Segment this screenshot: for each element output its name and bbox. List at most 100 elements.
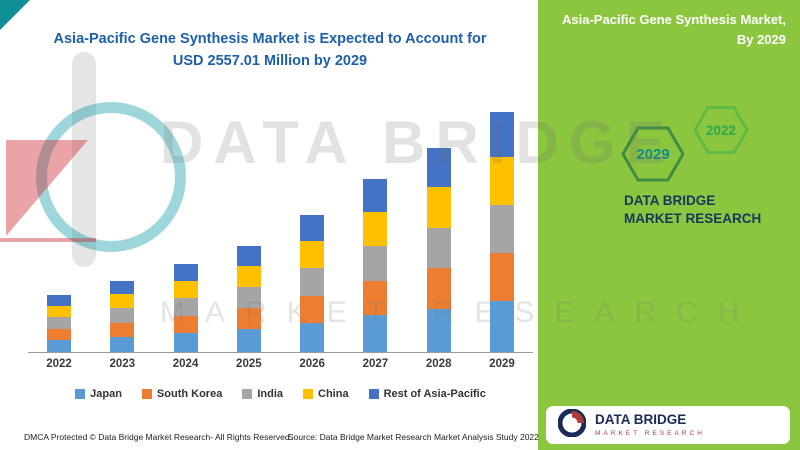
legend-swatch [368, 389, 379, 399]
bar-segment-south-korea [300, 295, 325, 323]
x-axis-label-2024: 2024 [172, 358, 199, 370]
bar-segment-rest-of-asia-pacific [47, 294, 71, 306]
stacked-bar-2028 [426, 148, 451, 352]
bar-segment-japan [426, 308, 451, 352]
x-axis-label-2027: 2027 [362, 358, 389, 370]
bar-segment-rest-of-asia-pacific [363, 179, 388, 213]
bar-segment-south-korea [173, 315, 198, 334]
source-text: Source: Data Bridge Market Research Mark… [288, 432, 539, 442]
x-axis-label-2028: 2028 [425, 358, 452, 370]
hexagon-badges: 2029 2022 [596, 92, 766, 202]
stacked-bar-2023 [110, 280, 135, 352]
hexagon-2029-shape [621, 126, 685, 182]
stacked-bar-2024 [173, 263, 198, 352]
bar-segment-south-korea [110, 322, 135, 337]
bar-segment-india [110, 308, 135, 323]
bar-segment-japan [173, 333, 198, 352]
stacked-bar-2029 [489, 112, 514, 352]
legend-label: China [318, 388, 349, 400]
right-panel-title-line1: Asia-Pacific Gene Synthesis Market, [562, 12, 786, 27]
bar-segment-japan [110, 336, 135, 352]
legend-item-india: India [242, 388, 283, 400]
chart-title-line2: USD 2557.01 Million by 2029 [172, 53, 368, 70]
bar-column-2026 [281, 100, 343, 352]
chart-title-line1: Asia-Pacific Gene Synthesis Market is Ex… [53, 31, 487, 47]
bar-segment-china [236, 265, 261, 287]
legend-swatch [141, 389, 152, 399]
stacked-bar-2026 [300, 214, 325, 352]
bar-segment-china [173, 280, 198, 299]
brand-text: DATA BRIDGE MARKET RESEARCH [624, 193, 762, 227]
dmca-text: DMCA Protected © Data Bridge Market Rese… [24, 432, 292, 442]
bar-column-2022 [28, 100, 90, 352]
legend-item-china: China [303, 388, 349, 400]
legend-label: Rest of Asia-Pacific [383, 388, 486, 400]
bar-segment-rest-of-asia-pacific [173, 263, 198, 281]
bar-segment-south-korea [363, 281, 388, 316]
bar-segment-india [47, 316, 71, 329]
stacked-bar-2025 [236, 245, 261, 352]
bar-segment-india [236, 286, 261, 309]
hexagon-2022-label: 2022 [706, 123, 736, 138]
legend-swatch [75, 389, 86, 399]
legend: Japan South Korea India China Rest of Asia-P… [28, 388, 533, 400]
bar-segment-japan [363, 315, 388, 352]
bar-segment-rest-of-asia-pacific [236, 245, 261, 266]
x-axis-label-2025: 2025 [236, 358, 262, 370]
data-bridge-logo-icon [557, 408, 587, 442]
x-axis-labels: 2022 2023 2024 2025 2026 2027 2028 2029 [28, 358, 533, 370]
right-panel: Asia-Pacific Gene Synthesis Market, By 2… [538, 0, 800, 450]
legend-item-rest-of-asia-pacific: Rest of Asia-Pacific [368, 388, 486, 400]
legend-label: India [257, 388, 283, 400]
bar-segment-japan [236, 329, 261, 352]
bar-column-2025 [218, 100, 280, 352]
bar-segment-south-korea [426, 268, 451, 309]
logo-name: DATA BRIDGE [595, 412, 687, 428]
bar-segment-china [363, 212, 388, 247]
watermark-logo-ring [36, 102, 186, 252]
stacked-bar-2027 [363, 179, 388, 352]
legend-label: Japan [90, 388, 122, 400]
bar-column-2023 [91, 100, 153, 352]
bar-column-2024 [155, 100, 217, 352]
x-axis-label-2026: 2026 [299, 358, 325, 370]
chart-section: Asia-Pacific Gene Synthesis Market is Ex… [0, 28, 540, 442]
legend-swatch [303, 389, 313, 399]
logo-subtitle: MARKET RESEARCH [595, 429, 705, 437]
bar-segment-rest-of-asia-pacific [426, 148, 451, 188]
bar-segment-china [489, 157, 514, 205]
bar-segment-rest-of-asia-pacific [489, 112, 514, 158]
bar-column-2029 [471, 100, 533, 352]
hexagon-2029-label: 2029 [636, 146, 669, 163]
legend-swatch [242, 389, 253, 399]
bar-segment-china [426, 187, 451, 228]
bar-segment-india [426, 227, 451, 269]
bar-column-2027 [344, 100, 406, 352]
x-axis-label-2023: 2023 [109, 358, 136, 370]
bar-segment-south-korea [47, 328, 71, 340]
legend-item-south-korea: South Korea [141, 388, 222, 400]
bar-segment-india [363, 246, 388, 282]
bar-column-2028 [408, 100, 470, 352]
bar-segment-india [489, 204, 514, 253]
right-panel-title: Asia-Pacific Gene Synthesis Market, By 2… [546, 10, 786, 49]
bar-segment-india [300, 268, 325, 296]
logo-card: DATA BRIDGE MARKET RESEARCH [546, 406, 790, 444]
bar-segment-china [110, 294, 135, 309]
stacked-bar-2022 [47, 294, 71, 352]
corner-accent-shape [0, 0, 30, 30]
bar-segment-japan [47, 339, 71, 352]
x-axis-label-2022: 2022 [46, 358, 72, 370]
bar-segment-japan [489, 300, 514, 352]
legend-item-japan: Japan [75, 388, 122, 400]
hexagon-2022-shape [693, 106, 749, 154]
watermark-logo-sail [6, 140, 88, 236]
bar-segment-rest-of-asia-pacific [300, 214, 325, 241]
plot-area [28, 100, 533, 353]
watermark-logo-underline [0, 238, 96, 242]
bar-segment-south-korea [236, 308, 261, 330]
chart-title: Asia-Pacific Gene Synthesis Market is Ex… [0, 28, 540, 73]
x-axis-label-2029: 2029 [489, 358, 515, 370]
green-side-panel [538, 0, 800, 450]
